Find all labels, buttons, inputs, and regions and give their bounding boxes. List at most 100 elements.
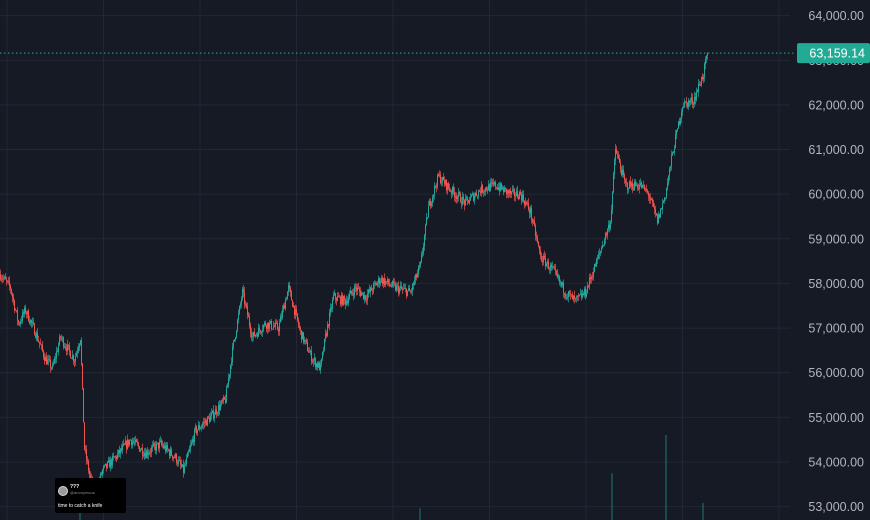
- candle-body: [43, 350, 44, 357]
- candle-body: [547, 261, 548, 264]
- candle-body: [685, 101, 686, 103]
- candle-body: [83, 387, 84, 423]
- candle-body: [402, 288, 403, 290]
- candle-body: [295, 309, 296, 316]
- candle-body: [108, 460, 109, 462]
- candle-body: [432, 196, 433, 204]
- candle-body: [519, 192, 520, 200]
- candle-body: [156, 443, 157, 451]
- candle-body: [175, 454, 176, 458]
- candle-body: [581, 293, 582, 298]
- candle-body: [129, 440, 130, 446]
- candle-body: [171, 449, 172, 456]
- candle-body: [265, 322, 266, 326]
- candle-body: [11, 289, 12, 295]
- candle-body: [285, 299, 286, 309]
- candle-body: [127, 439, 128, 449]
- candle-body: [186, 457, 187, 464]
- candle-body: [21, 320, 22, 322]
- candle-body: [423, 246, 424, 253]
- candle-body: [221, 400, 222, 405]
- candle-body: [687, 102, 688, 107]
- candle-body: [121, 448, 122, 451]
- candle-body: [609, 224, 610, 229]
- candle-body: [635, 181, 636, 187]
- candle-body: [354, 286, 355, 296]
- candle-body: [700, 85, 701, 86]
- candle-body: [153, 443, 154, 446]
- candle-body: [54, 358, 55, 364]
- candle-body: [664, 197, 665, 202]
- candle-body: [522, 194, 523, 201]
- candle-body: [611, 209, 612, 222]
- candle-body: [41, 344, 42, 346]
- candle-body: [81, 340, 82, 364]
- candle-body: [599, 253, 600, 255]
- candle-body: [138, 443, 139, 447]
- candle-body: [462, 196, 463, 205]
- candle-body: [359, 288, 360, 292]
- candle-body: [490, 182, 491, 191]
- candle-body: [364, 295, 365, 299]
- volume-bar: [419, 508, 421, 520]
- price-axis[interactable]: 64,000.0063,000.0062,000.0061,000.0060,0…: [808, 9, 864, 514]
- candle-body: [248, 315, 249, 318]
- candle-body: [350, 290, 351, 294]
- candle-body: [241, 299, 242, 304]
- candle-body: [605, 233, 606, 241]
- candle-body: [267, 322, 268, 329]
- candle-body: [215, 409, 216, 415]
- candle-body: [655, 209, 656, 214]
- candle-body: [516, 190, 517, 196]
- candle-body: [78, 347, 79, 351]
- candle-body: [420, 261, 421, 266]
- candle-body: [24, 307, 25, 314]
- candle-body: [286, 299, 287, 301]
- candle-body: [272, 328, 273, 330]
- candle-body: [177, 462, 178, 464]
- candle-body: [590, 277, 591, 280]
- candle-body: [558, 276, 559, 278]
- candle-body: [42, 344, 43, 351]
- candle-body: [646, 188, 647, 191]
- candle-body: [638, 188, 639, 190]
- candle-body: [648, 192, 649, 197]
- candle-body: [20, 321, 21, 324]
- candle-body: [559, 276, 560, 282]
- candle-body: [436, 186, 437, 188]
- candle-body: [355, 286, 356, 288]
- tweet-annotation[interactable]: ??? @anonymous time to catch a knife: [55, 478, 126, 513]
- candle-body: [486, 187, 487, 190]
- candle-body: [417, 273, 418, 278]
- candle-body: [683, 107, 684, 108]
- candle-body: [292, 300, 293, 307]
- candle-body: [188, 451, 189, 454]
- candle-body: [454, 191, 455, 198]
- candle-body: [255, 334, 256, 337]
- candle-body: [50, 359, 51, 369]
- candle-body: [365, 295, 366, 300]
- candle-body: [532, 219, 533, 223]
- candle-body: [680, 118, 681, 124]
- candle-body: [467, 197, 468, 200]
- candle-body: [343, 296, 344, 305]
- candle-body: [410, 291, 411, 292]
- candle-body: [507, 190, 508, 194]
- candle-body: [389, 283, 390, 285]
- candle-body: [661, 208, 662, 210]
- candle-body: [390, 284, 391, 287]
- candle-body: [639, 184, 640, 189]
- candle-body: [6, 279, 7, 281]
- candle-body: [185, 463, 186, 466]
- candle-body: [134, 442, 135, 443]
- candle-body: [217, 413, 218, 414]
- candle-body: [627, 183, 628, 190]
- candle-body: [336, 298, 337, 301]
- candle-body: [600, 250, 601, 254]
- candle-body: [137, 442, 138, 444]
- candle-body: [84, 422, 85, 450]
- candle-body: [565, 294, 566, 298]
- candle-body: [208, 416, 209, 418]
